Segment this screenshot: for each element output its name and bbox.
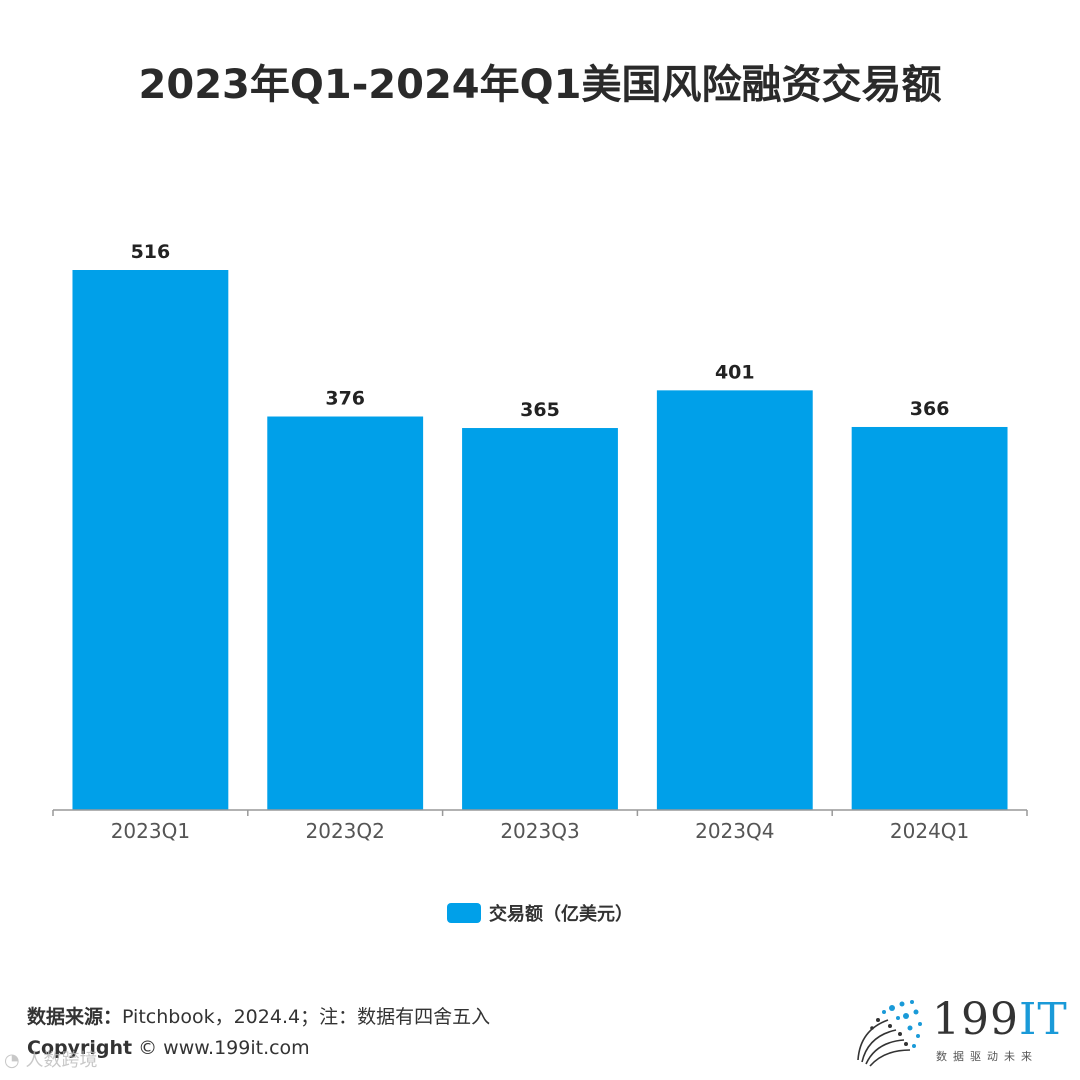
watermark: ◔ 人数跨境 [4, 1046, 97, 1072]
copyright-text: © www.199it.com [138, 1037, 310, 1059]
legend-swatch [447, 903, 481, 923]
data-label-2023Q2: 376 [325, 388, 365, 410]
bar-2023Q4 [656, 390, 813, 810]
bar-2024Q1 [851, 426, 1008, 810]
x-tick-label-2024Q1: 2024Q1 [890, 819, 969, 843]
source-text: Pitchbook，2024.4；注：数据有四舍五入 [122, 1006, 491, 1028]
chart-title: 2023年Q1-2024年Q1美国风险融资交易额 [138, 62, 942, 108]
source-label: 数据来源： [27, 1006, 123, 1028]
x-tick-label-2023Q4: 2023Q4 [695, 819, 774, 843]
data-label-2023Q4: 401 [715, 361, 755, 383]
x-tick-label-2023Q3: 2023Q3 [500, 819, 579, 843]
copyright-note: Copyright © www.199it.com [27, 1037, 310, 1059]
bars-group [72, 270, 1008, 810]
logo-199it: 199IT 数据驱动未来 [848, 990, 1068, 1070]
bar-2023Q2 [267, 416, 424, 810]
source-note: 数据来源：Pitchbook，2024.4；注：数据有四舍五入 [27, 1002, 490, 1029]
logo-main-text: 199 [932, 994, 1019, 1045]
data-labels-group: 516 376 365 401 366 [131, 241, 950, 421]
logo-accent-text: IT [1018, 994, 1068, 1045]
x-tick-label-2023Q2: 2023Q2 [306, 819, 385, 843]
data-label-2023Q1: 516 [131, 241, 171, 263]
bar-2023Q1 [72, 270, 229, 810]
wechat-icon: ◔ [4, 1050, 20, 1071]
logo-tagline: 数据驱动未来 [936, 1050, 1038, 1063]
data-label-2024Q1: 366 [910, 398, 950, 420]
data-label-2023Q3: 365 [520, 399, 560, 421]
bar-2023Q3 [462, 428, 618, 810]
bar-chart: 516 376 365 401 366 2023Q1 2023Q2 2023Q3 2023Q4… [52, 241, 1028, 843]
x-ticks-group [52, 810, 1028, 816]
dandelion-dots-icon [857, 1000, 922, 1067]
copyright-label: Copyright [27, 1037, 133, 1059]
logo-wordmark: 199IT [932, 994, 1068, 1045]
x-tick-labels-group: 2023Q1 2023Q2 2023Q3 2023Q4 2024Q1 [111, 819, 970, 843]
x-tick-label-2023Q1: 2023Q1 [111, 819, 190, 843]
legend-label: 交易额（亿美元） [489, 904, 633, 925]
watermark-text: 人数跨境 [25, 1050, 98, 1071]
legend: 交易额（亿美元） [0, 900, 1080, 926]
